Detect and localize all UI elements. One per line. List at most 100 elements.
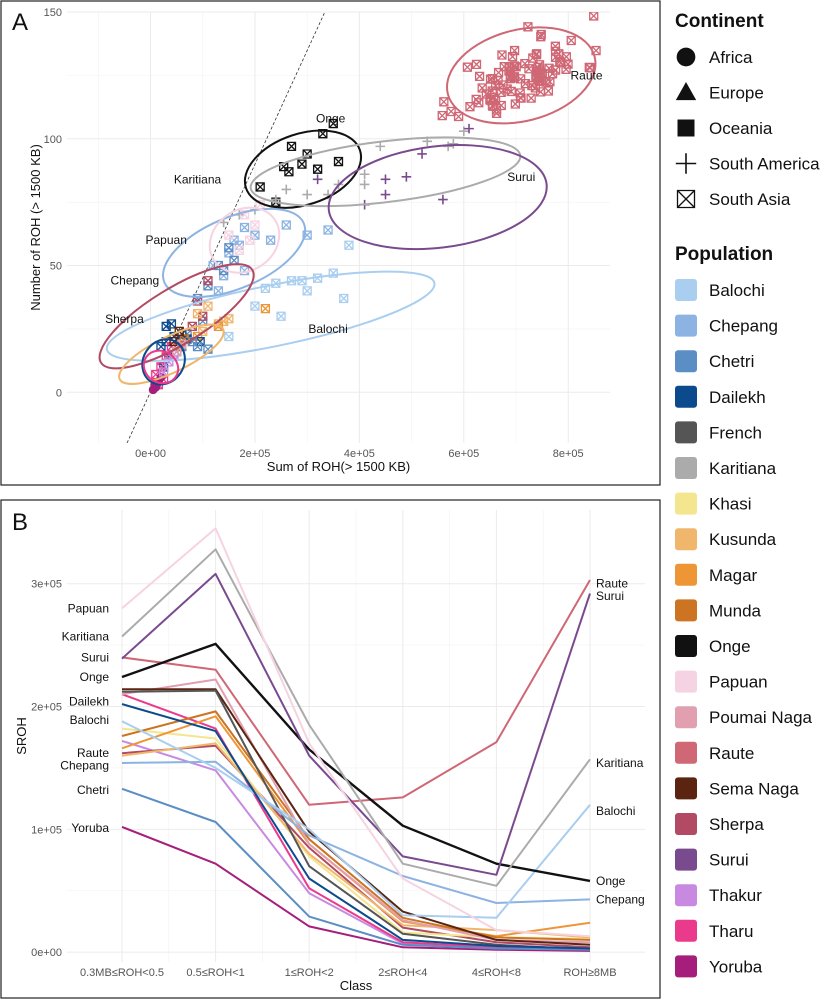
chepang-point [323,225,333,235]
group-label-balochi: Balochi [308,322,347,336]
panel-b-chart: 0.3MB≤ROH<0.5 0.5≤ROH<1 1≤ROH<2 2≤ROH<4 4≤RO… [14,510,645,993]
raute-point [589,12,599,21]
onge-point [328,118,338,129]
legend-label: French [709,423,762,442]
raute-point [526,93,536,103]
line-onge [121,642,591,883]
legend-label: Chetri [709,352,754,371]
legend-item-chepang: Chepang [675,314,778,337]
kusunda-point [192,309,203,319]
papuan-point [250,220,260,230]
line-chetri [121,787,591,951]
y-tick-label: 3e+05 [31,579,62,591]
kusunda-point [224,314,234,324]
line-sherpa [121,744,591,949]
series-surui [312,123,474,210]
x-tick-label: 8e+05 [553,448,584,460]
ellipse-papuan [208,206,281,274]
x-tick-label: 2e+05 [240,448,271,460]
raute-point [462,62,473,72]
panel-a-label: A [12,9,28,36]
kusunda-point [203,301,213,311]
line-balochi [121,720,591,919]
legend-item-papuan: Papuan [675,670,768,693]
y-axis-title: SROH [14,717,29,755]
raute-point [437,111,447,121]
balochi-point [224,331,234,342]
thakur-swatch [675,884,697,907]
line-munda [121,710,591,941]
south-asia-shape-icon [676,189,696,209]
x-tick-label: 4≤ROH<8 [472,967,521,979]
right-label-onge: Onge [596,874,626,888]
x-tick-label: 0.3MB≤ROH<0.5 [80,967,164,979]
raute-point [491,105,502,115]
onge-point [312,164,323,174]
papuan-point [234,245,244,255]
left-label-chepang: Chepang [60,758,109,772]
oceania-shape-icon [677,119,695,137]
line-chepang [121,760,591,904]
legend-item-oceania: Oceania [677,119,773,138]
raute-point [497,50,507,60]
population-legend: Population Balochi Chepang Chetri Dailekh Fre… [675,244,813,978]
karitiana-point [359,179,370,190]
legend-item-south-asia: South Asia [676,189,791,209]
y-tick-label: 1e+05 [31,824,62,836]
legend-label: Europe [709,84,764,103]
panel-b-label: B [12,509,28,536]
line-karitiana [121,548,591,887]
onge-point [297,159,307,169]
legend-label: Yoruba [709,957,763,976]
legend-label: Chepang [709,317,778,336]
x-tick-label: 0.5≤ROH<1 [186,967,244,979]
raute-point [493,67,504,78]
yoruba-swatch [675,955,697,978]
right-label-chepang: Chepang [596,892,645,906]
magar-point [260,303,271,314]
chetri-swatch [675,350,697,373]
onge-point [284,167,294,177]
x-tick-label: 0e+00 [135,448,166,460]
karitiana-point [302,189,312,200]
x-tick-label: 1≤ROH<2 [285,967,334,979]
munda-swatch [675,599,697,622]
karitiana-point [459,126,469,136]
legend-item-kusunda: Kusunda [675,528,777,551]
group-label-chepang: Chepang [111,274,160,288]
ellipse-kusunda [118,323,225,385]
x-tick-label: ROH≥8MB [563,967,616,979]
legend-label: Sherpa [709,815,764,834]
panel-a-chart: 0e+00 2e+05 4e+05 6e+05 8e+05 0 50 100 150 Sum of… [28,7,610,474]
left-label-chetri: Chetri [77,783,109,797]
ellipse-dailekh [141,338,186,386]
legend-label: South America [709,155,820,174]
legend-item-sema-naga: Sema Naga [675,777,799,800]
right-label-karitiana: Karitiana [596,756,644,770]
karitiana-point [448,139,459,149]
chepang-point [265,235,276,245]
ellipse-balochi [105,270,436,362]
legend-item-magar: Magar [675,563,758,586]
south-america-shape-icon [675,153,697,174]
legend-item-dailekh: Dailekh [675,385,766,408]
raute-point [471,94,481,104]
raute-point [550,65,561,75]
group-label-karitiana: Karitiana [174,172,222,186]
legend-item-balochi: Balochi [675,279,765,301]
x-tick-label: 4e+05 [344,448,375,460]
poumai-naga-swatch [675,706,697,729]
tharu-swatch [675,919,697,942]
surui-point [312,174,323,185]
raute-point [446,106,456,117]
ellipse-sherpa [98,263,255,370]
plot-area [98,12,601,443]
y-tick-label: 2e+05 [31,702,62,714]
line-raute [121,579,591,806]
right-label-balochi: Balochi [596,804,635,818]
legend-label: Karitiana [709,459,777,478]
ellipse-surui [327,144,548,251]
raute-point [439,97,449,107]
chetri-point [224,243,234,253]
